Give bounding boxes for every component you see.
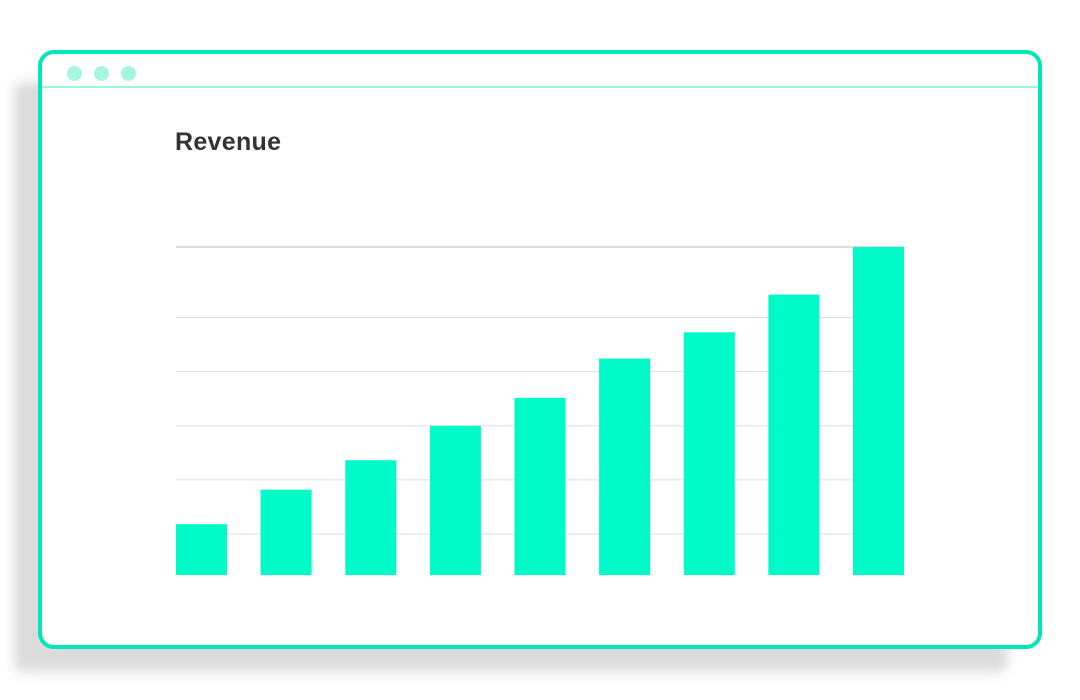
bar-5[interactable] — [514, 397, 566, 575]
bar-7[interactable] — [683, 332, 735, 575]
window-control-dot[interactable] — [121, 66, 136, 81]
bar-3[interactable] — [345, 460, 397, 575]
window-control-dot[interactable] — [67, 66, 82, 81]
chart-title: Revenue — [175, 128, 282, 156]
browser-window: Revenue — [38, 50, 1042, 649]
bar-6[interactable] — [599, 358, 651, 576]
bar-2[interactable] — [260, 489, 312, 575]
bar-8[interactable] — [768, 294, 820, 575]
bar-9[interactable] — [853, 247, 904, 575]
bar-4[interactable] — [429, 425, 481, 575]
bar-1[interactable] — [176, 524, 227, 575]
window-control-dot[interactable] — [94, 66, 109, 81]
window-titlebar — [42, 54, 1038, 88]
revenue-bar-chart — [176, 246, 904, 576]
